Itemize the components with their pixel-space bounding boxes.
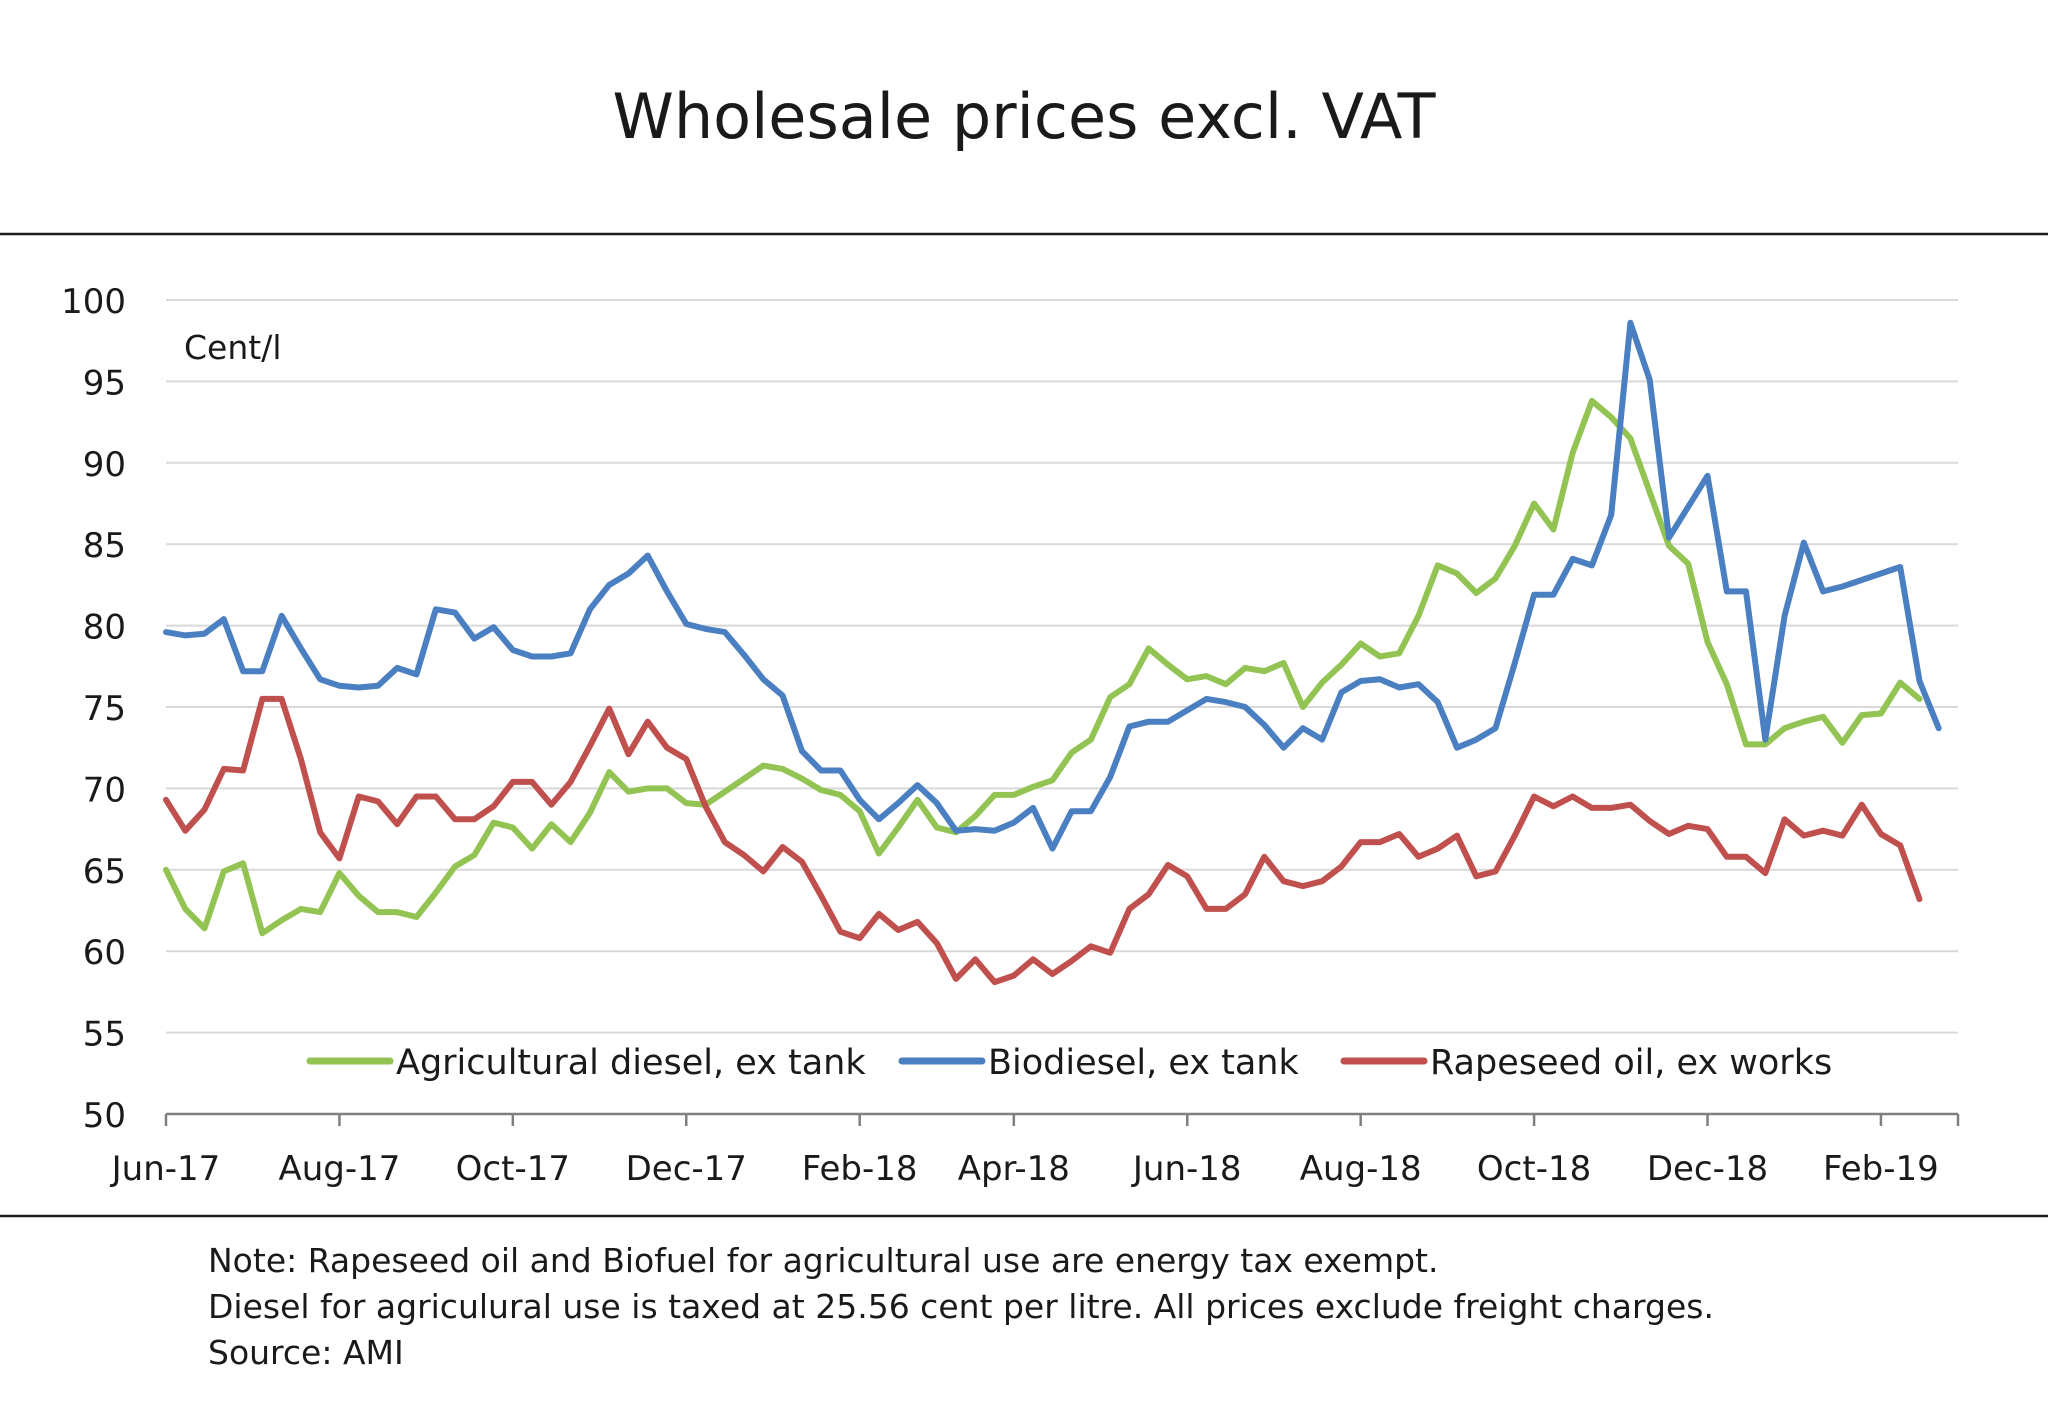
y-tick-label: 50 xyxy=(83,1096,126,1136)
y-tick-label: 100 xyxy=(61,282,126,322)
x-tick-label: Feb-19 xyxy=(1823,1149,1939,1189)
x-tick-label: Apr-18 xyxy=(958,1149,1070,1189)
gridlines xyxy=(166,299,1958,1034)
chart-title: Wholesale prices excl. VAT xyxy=(612,80,1436,153)
y-tick-label: 75 xyxy=(83,689,126,729)
y-tick-label: 65 xyxy=(83,852,126,892)
x-tick-label: Oct-18 xyxy=(1477,1149,1591,1189)
legend-label: Agricultural diesel, ex tank xyxy=(396,1043,866,1083)
legend: Agricultural diesel, ex tank Biodiesel, e… xyxy=(306,1043,1832,1083)
x-tick-label: Aug-18 xyxy=(1300,1149,1422,1189)
y-tick-label: 55 xyxy=(83,1015,126,1055)
y-tick-label: 70 xyxy=(83,770,126,810)
series-line-2 xyxy=(163,319,1942,852)
x-tick-label: Feb-18 xyxy=(802,1149,918,1189)
legend-label: Rapeseed oil, ex works xyxy=(1430,1043,1832,1083)
note-line-1: Note: Rapeseed oil and Biofuel for agric… xyxy=(208,1241,1439,1280)
y-axis-labels: 50 55 60 65 70 75 80 85 90 95 100 xyxy=(61,282,126,1136)
note-line-2: Diesel for agriculural use is taxed at 2… xyxy=(208,1287,1714,1326)
unit-label: Cent/l xyxy=(184,328,282,367)
y-tick-label: 90 xyxy=(83,445,126,485)
x-axis-labels: Jun-17 Aug-17 Oct-17 Dec-17 Feb-18 Apr-18 Jun-… xyxy=(110,1149,1939,1189)
x-tick-label: Aug-17 xyxy=(278,1149,400,1189)
x-tick-label: Dec-18 xyxy=(1647,1149,1768,1189)
footnotes: Note: Rapeseed oil and Biofuel for agric… xyxy=(208,1238,1714,1376)
y-tick-label: 80 xyxy=(83,608,126,648)
source-line: Source: AMI xyxy=(208,1333,404,1372)
series-lines xyxy=(163,319,1942,986)
x-tick-label: Jun-18 xyxy=(1131,1149,1242,1189)
x-tick-label: Jun-17 xyxy=(110,1149,221,1189)
y-tick-label: 60 xyxy=(83,933,126,973)
x-axis xyxy=(164,1112,1960,1126)
series-line-1 xyxy=(163,397,1923,937)
legend-label: Biodiesel, ex tank xyxy=(988,1043,1299,1083)
y-tick-label: 85 xyxy=(83,526,126,566)
x-tick-label: Oct-17 xyxy=(456,1149,570,1189)
series-line-3 xyxy=(163,695,1923,986)
y-tick-label: 95 xyxy=(83,363,126,403)
x-tick-label: Dec-17 xyxy=(626,1149,747,1189)
